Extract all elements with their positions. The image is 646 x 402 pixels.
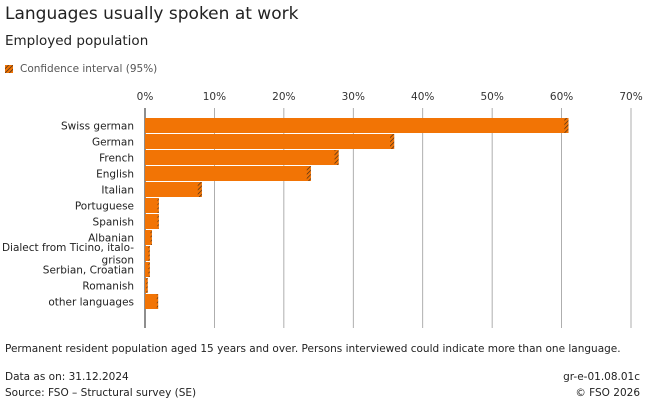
category-label: other languages [48, 296, 134, 308]
chart-subtitle: Employed population [5, 33, 149, 49]
confidence-interval-mark [197, 182, 202, 197]
bar-swiss-german [145, 118, 567, 133]
category-label: Romanish [82, 280, 134, 292]
data-source: Source: FSO – Structural survey (SE) [5, 387, 197, 399]
bar-spanish [145, 214, 159, 229]
graphic-code: gr-e-01.08.01c [563, 371, 640, 383]
bar-german [145, 134, 393, 149]
confidence-interval-mark [156, 294, 159, 309]
bar-other-languages [145, 294, 158, 309]
x-tick-label: 40% [411, 91, 434, 103]
footer-right: gr-e-01.08.01c © FSO 2026 [563, 369, 640, 401]
confidence-interval-mark [146, 278, 148, 293]
x-tick-label: 50% [480, 91, 503, 103]
footer-left: Data as on: 31.12.2024 Source: FSO – Str… [5, 369, 196, 401]
category-label: Italian [101, 184, 134, 196]
category-label: English [96, 168, 134, 180]
confidence-interval-mark [334, 150, 339, 165]
bar-dialect-from-ticino-italo-grison [145, 246, 150, 261]
population-note: Permanent resident population aged 15 ye… [5, 343, 621, 355]
category-label: Portuguese [75, 200, 134, 212]
bar-chart: 0% 10% 20% 30% 40% 50% 60% 70% Swiss german Germa… [2, 91, 643, 328]
category-label: French [99, 152, 134, 164]
bar-portuguese [145, 198, 159, 213]
bar-italian [145, 182, 200, 197]
x-tick-label: 0% [137, 91, 154, 103]
confidence-interval-mark [157, 198, 159, 213]
category-label: Swiss german [61, 120, 134, 132]
bar-albanian [145, 230, 152, 245]
category-label: Spanish [93, 216, 134, 228]
copyright: © FSO 2026 [575, 387, 640, 399]
bar-french [145, 150, 337, 165]
x-tick-label: 10% [203, 91, 226, 103]
confidence-interval-mark [157, 214, 159, 229]
bar-english [145, 166, 309, 181]
chart-title: Languages usually spoken at work [5, 4, 299, 24]
category-label: Serbian, Croatian [43, 264, 134, 276]
confidence-interval-mark [564, 118, 569, 133]
confidence-interval-mark [306, 166, 311, 181]
confidence-interval-mark [148, 246, 150, 261]
confidence-interval-mark [148, 262, 150, 277]
legend: Confidence interval (95%) [5, 63, 157, 75]
category-label: German [92, 136, 134, 148]
x-tick-label: 20% [272, 91, 295, 103]
x-tick-label: 70% [619, 91, 642, 103]
bar-romanish [145, 278, 148, 293]
confidence-interval-swatch-icon [5, 65, 13, 73]
data-date: Data as on: 31.12.2024 [5, 371, 129, 383]
x-tick-label: 60% [550, 91, 573, 103]
confidence-interval-mark [150, 230, 152, 245]
x-tick-label: 30% [342, 91, 365, 103]
legend-label: Confidence interval (95%) [20, 63, 158, 75]
confidence-interval-mark [390, 134, 395, 149]
bar-serbian-croatian [145, 262, 150, 277]
category-label: Albanian [88, 232, 134, 244]
category-label: Dialect from Ticino, italo-grison [2, 242, 134, 266]
